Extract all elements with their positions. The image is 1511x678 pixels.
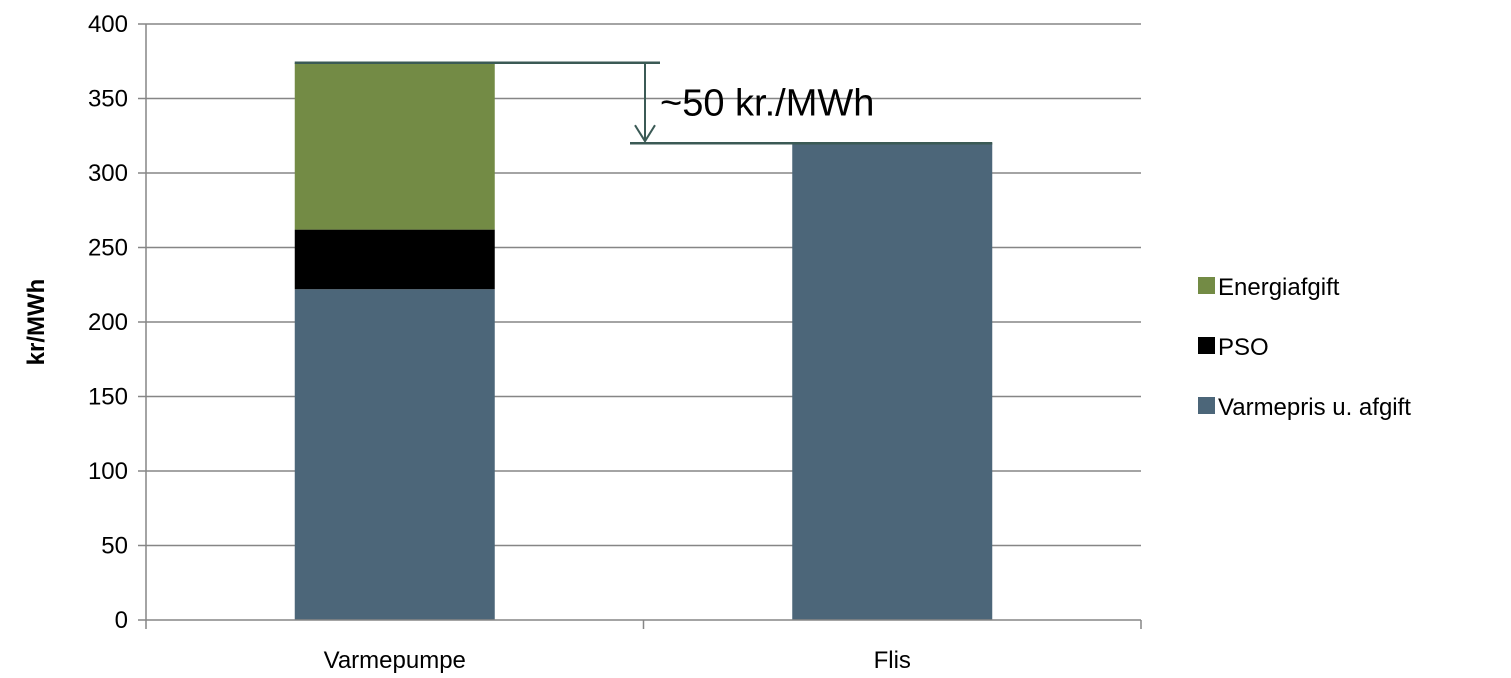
x-tick-labels: Varmepumpe Flis xyxy=(324,647,911,674)
y-axis-title: kr/MWh xyxy=(23,279,50,366)
x-tick-label: Flis xyxy=(874,647,911,674)
y-tick-labels: 0 50 100 150 200 250 300 350 400 xyxy=(88,11,128,634)
axes xyxy=(145,24,1141,621)
y-tick-label: 0 xyxy=(115,607,128,634)
bar-segment xyxy=(294,289,495,620)
legend-swatch xyxy=(1198,337,1215,354)
y-tick-label: 250 xyxy=(88,235,128,262)
y-tick-label: 50 xyxy=(101,533,128,560)
legend: Energiafgift PSO Varmepris u. afgift xyxy=(1198,274,1411,421)
annotation-arrow-head xyxy=(634,124,656,144)
legend-swatch xyxy=(1198,397,1215,414)
y-tick-label: 350 xyxy=(88,86,128,113)
bars xyxy=(294,62,993,620)
x-tick-label: Varmepumpe xyxy=(324,647,466,674)
legend-swatch xyxy=(1198,277,1215,294)
y-tick-label: 200 xyxy=(88,309,128,336)
annotation-label: ~50 kr./MWh xyxy=(660,83,874,125)
y-tick-label: 150 xyxy=(88,384,128,411)
bar-segment xyxy=(294,62,495,230)
legend-label: Energiafgift xyxy=(1218,274,1340,301)
difference-annotation: ~50 kr./MWh xyxy=(294,61,993,145)
bar-segment xyxy=(294,229,495,290)
y-tick-label: 300 xyxy=(88,160,128,187)
legend-label: PSO xyxy=(1218,334,1269,361)
y-tick-label: 400 xyxy=(88,11,128,38)
bar-segment xyxy=(792,143,993,620)
legend-label: Varmepris u. afgift xyxy=(1218,394,1411,421)
y-tick-label: 100 xyxy=(88,458,128,485)
